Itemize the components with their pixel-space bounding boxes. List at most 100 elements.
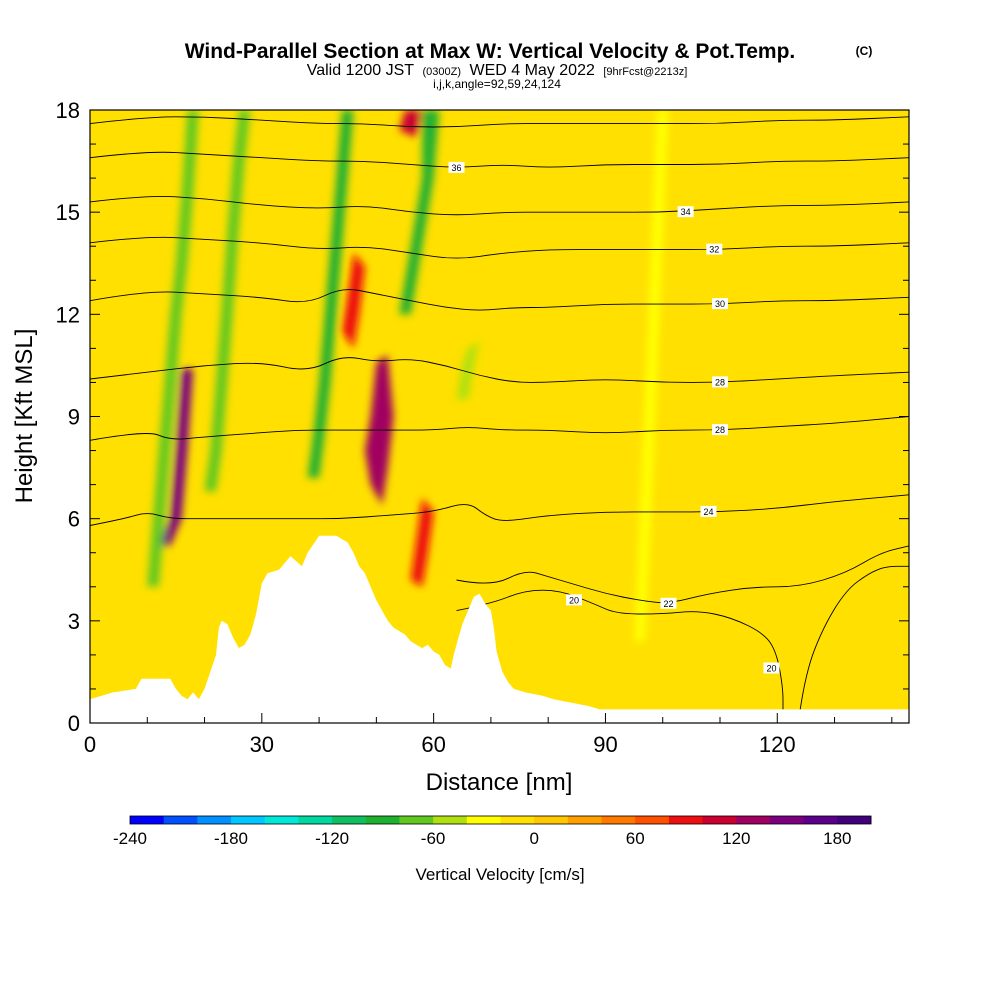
colorbar-swatch: [466, 816, 501, 824]
theta-contour-22: [456, 545, 909, 603]
colorbar-tick-label: 120: [722, 829, 750, 848]
y-tick-label: 3: [68, 609, 80, 634]
valid-date: WED 4 May 2022: [469, 62, 594, 79]
contour-label-text: 32: [709, 245, 719, 255]
x-axis: 0 30 60 90 120: [84, 713, 893, 757]
x-tick-label: 90: [593, 732, 617, 757]
colorbar-swatch: [365, 816, 400, 824]
contour-label-text: 24: [703, 507, 713, 517]
contour-label-text: 22: [663, 599, 673, 609]
contour-label-text: 30: [715, 299, 725, 309]
contour-label-bg: [448, 161, 465, 173]
contour-label-bg: [660, 597, 677, 609]
contour-label-20: 20: [566, 594, 582, 606]
colorbar-swatch: [769, 816, 805, 824]
colorbar-tick-label: -240: [113, 829, 147, 848]
contour-label-text: 28: [715, 425, 725, 435]
valid-utc: (0300Z): [423, 66, 462, 78]
y-tick-label: 12: [56, 302, 80, 327]
x-tick-label: 0: [84, 732, 96, 757]
contour-label-bg: [706, 243, 723, 255]
theta-contour-20: [456, 589, 784, 710]
contour-label-20: 20: [763, 662, 780, 674]
y-tick-label: 9: [68, 405, 80, 430]
colorbar-swatch: [736, 816, 771, 824]
y-tick-label: 0: [68, 711, 80, 736]
contour-label-28: 28: [712, 424, 728, 436]
colorbar-swatch: [837, 816, 872, 824]
contour-label-30: 30: [712, 298, 728, 310]
contour-label-text: 20: [766, 664, 776, 674]
contour-label-text: 36: [451, 163, 461, 173]
terrain: [90, 535, 909, 723]
colorbar-labels: -240 -180 -120 -60 0 60 120 180: [113, 829, 852, 848]
velocity-field: [147, 110, 669, 642]
colorbar-swatch: [399, 816, 434, 824]
contour-label-36: 36: [448, 161, 465, 173]
y-axis-title: Height [Kft MSL]: [11, 329, 38, 504]
colorbar-swatch: [635, 816, 670, 824]
updraft-region: [342, 253, 365, 349]
colorbar-swatch: [264, 816, 299, 824]
theta-contour-20: [799, 565, 909, 710]
x-axis-title: Distance [nm]: [426, 769, 573, 796]
forecast-info: [9hrFcst@2213z]: [603, 66, 687, 78]
colorbar-swatch: [668, 816, 704, 824]
colorbar-frame: [129, 815, 872, 825]
colorbar-tick-label: 180: [823, 829, 851, 848]
contour-label-bg: [677, 206, 694, 218]
colorbar-swatch: [433, 816, 468, 824]
updraft-region: [158, 368, 194, 546]
contour-label-bg: [712, 376, 728, 388]
colorbar-swatch: [231, 816, 266, 824]
field-background: [90, 110, 909, 723]
grid-indices: i,j,k,angle=92,59,24,124: [433, 77, 561, 91]
contour-label-34: 34: [677, 206, 694, 218]
colorbar-title: Vertical Velocity [cm/s]: [415, 865, 584, 884]
copyright-mark: (C): [856, 44, 873, 58]
colorbar-swatch: [332, 816, 367, 824]
colorbar-tick-label: -60: [421, 829, 446, 848]
contour-label-text: 28: [715, 377, 725, 387]
contour-label-bg: [566, 594, 582, 606]
plot-area: 20 20 22 24 28 28 30 32 34 36: [90, 110, 909, 723]
y-tick-label: 18: [56, 98, 80, 123]
x-tick-label: 30: [250, 732, 274, 757]
colorbar-tick-label: 60: [626, 829, 645, 848]
colorbar-swatch: [534, 816, 569, 824]
colorbar-tick-label: -180: [214, 829, 248, 848]
contour-label-text: 20: [569, 595, 579, 605]
y-tick-label: 6: [68, 507, 80, 532]
valid-prefix: Valid 1200 JST: [307, 62, 415, 79]
theta-contour-34: [90, 196, 909, 216]
contour-label-24: 24: [700, 505, 717, 517]
contour-label-text: 34: [681, 207, 691, 217]
theta-contour-38: [90, 116, 909, 128]
chart-title: Wind-Parallel Section at Max W: Vertical…: [185, 40, 796, 63]
x-tick-label: 120: [759, 732, 796, 757]
theta-contour-36: [90, 151, 909, 168]
colorbar-swatch: [130, 816, 165, 824]
colorbar-swatch: [567, 816, 603, 824]
downdraft-region: [204, 110, 251, 492]
colorbar-swatch: [702, 816, 737, 824]
colorbar-swatch: [298, 816, 333, 824]
contour-labels: 20 20 22 24 28 28 30 32 34 36: [448, 161, 780, 674]
colorbar: [129, 815, 872, 825]
colorbar-swatch: [601, 816, 636, 824]
contour-label-bg: [712, 424, 728, 436]
updraft-region: [410, 498, 434, 587]
downdraft-region: [456, 341, 480, 400]
updraft-region: [399, 110, 423, 138]
colorbar-tick-label: 0: [529, 829, 538, 848]
theta-contour-24: [90, 494, 909, 526]
contour-label-bg: [712, 298, 728, 310]
contour-label-bg: [700, 505, 717, 517]
colorbar-swatch: [163, 816, 198, 824]
contour-label-22: 22: [660, 597, 677, 609]
colorbar-swatch: [500, 816, 535, 824]
contour-label-28: 28: [712, 376, 728, 388]
contour-label-bg: [763, 662, 780, 674]
